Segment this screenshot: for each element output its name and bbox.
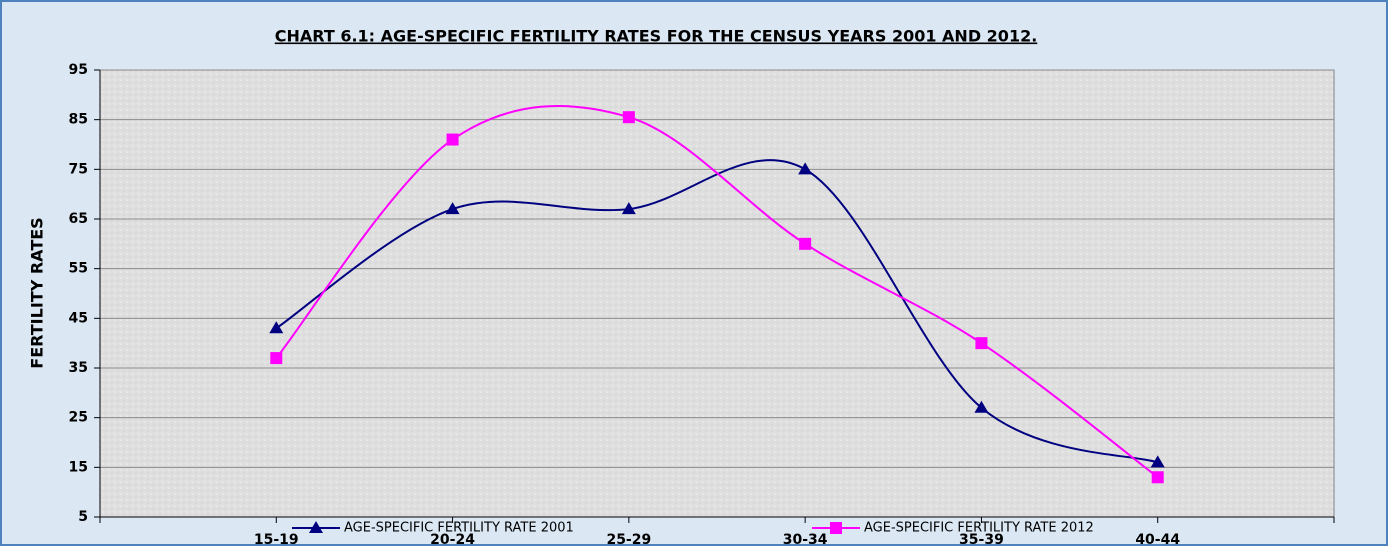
y-tick-label: 95 — [69, 62, 88, 78]
marker — [1151, 471, 1164, 484]
y-tick-label: 85 — [69, 112, 88, 128]
marker — [799, 237, 812, 250]
x-tick-label: 35-39 — [959, 532, 1004, 546]
marker — [445, 202, 460, 215]
y-tick-label: 65 — [69, 211, 88, 227]
y-tick-label: 35 — [69, 360, 88, 376]
marker — [622, 111, 635, 124]
y-axis-label: FERTILITY RATES — [28, 217, 47, 368]
marker — [446, 133, 459, 146]
marker — [975, 337, 988, 350]
marker — [621, 202, 636, 215]
y-tick-label: 15 — [69, 459, 88, 475]
legend-label: AGE-SPECIFIC FERTILITY RATE 2001 — [344, 521, 574, 536]
y-tick-label: 55 — [69, 261, 88, 277]
marker — [974, 400, 989, 413]
legend-label: AGE-SPECIFIC FERTILITY RATE 2012 — [864, 521, 1094, 536]
x-tick-label: 20-24 — [430, 532, 475, 546]
marker — [309, 521, 323, 533]
y-tick-label: 45 — [69, 310, 88, 326]
series-line — [275, 159, 1159, 464]
y-tick-label: 5 — [78, 509, 88, 525]
y-tick-label: 25 — [69, 410, 88, 426]
x-tick-label: 40-44 — [1135, 532, 1180, 546]
marker — [1150, 455, 1165, 468]
x-tick-label: 30-34 — [783, 532, 828, 546]
plot-area — [99, 69, 1335, 518]
chart-title: CHART 6.1: AGE-SPECIFIC FERTILITY RATES … — [275, 27, 1038, 46]
marker — [270, 352, 283, 365]
marker — [830, 522, 842, 534]
series-line — [275, 105, 1159, 479]
marker — [269, 321, 284, 334]
x-tick-label: 25-29 — [606, 532, 651, 546]
marker — [798, 162, 813, 175]
y-tick-label: 75 — [69, 161, 88, 177]
x-tick-label: 15-19 — [254, 532, 299, 546]
